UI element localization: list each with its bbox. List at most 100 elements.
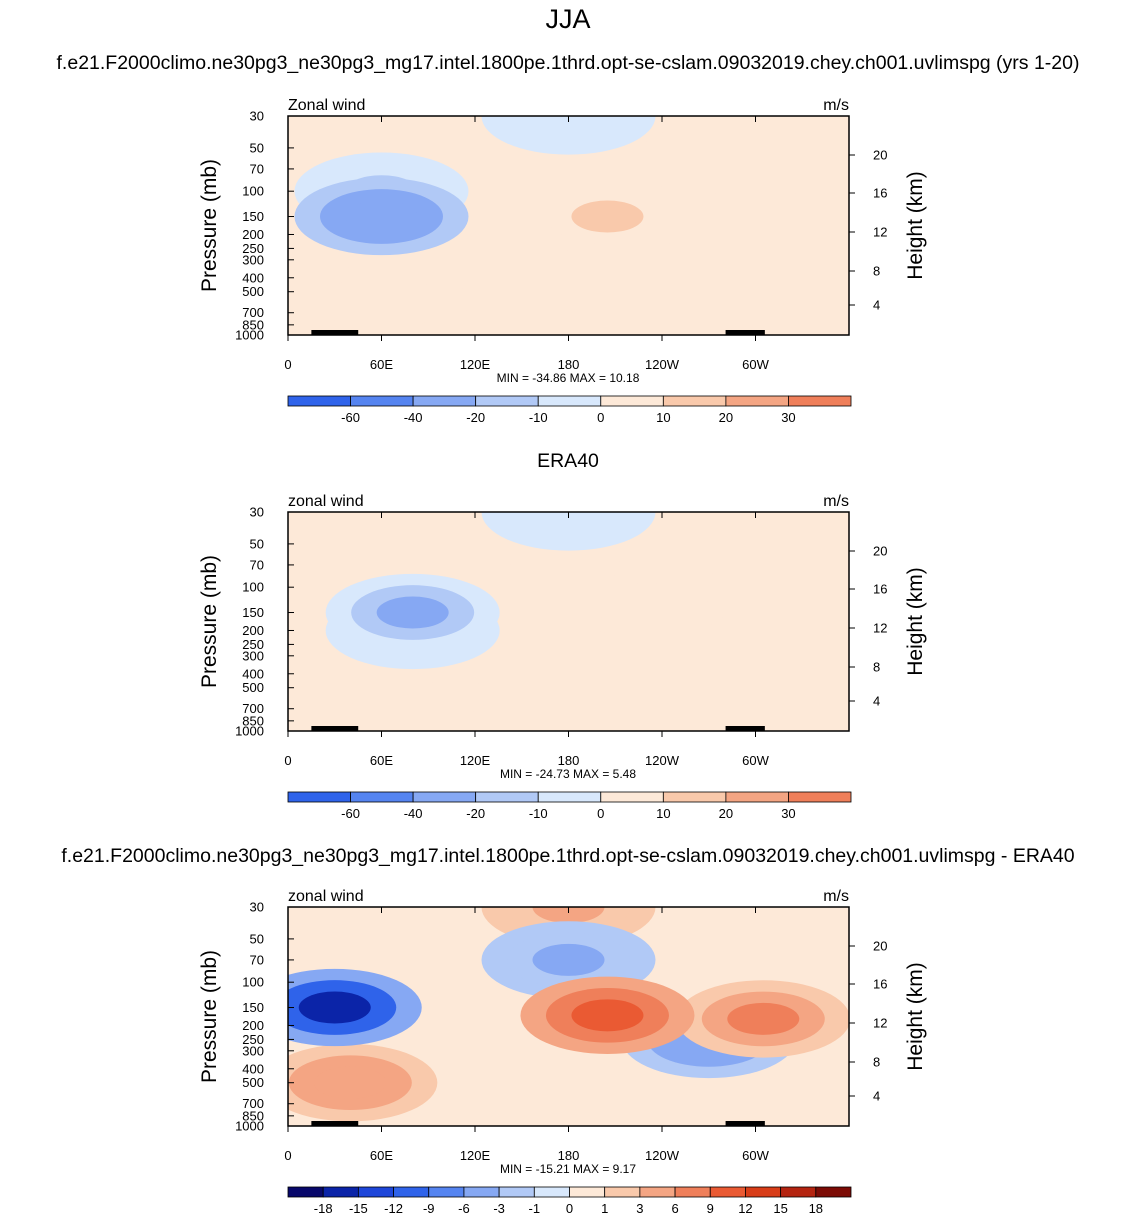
pressure-tick-label-10: 700 [242, 701, 264, 716]
colorbar-box-3 [475, 395, 539, 407]
lon-tick-label-0: 0 [284, 1148, 291, 1163]
colorbar-box-13 [745, 1186, 782, 1198]
lon-tick-label-2: 120E [460, 357, 491, 372]
lon-tick-label-3: 180 [558, 1148, 580, 1163]
height-axis-title: Height (km) [904, 567, 927, 676]
lon-tick-label-5: 60W [742, 1148, 769, 1163]
colorbar-box-15 [815, 1186, 852, 1198]
height-tick-label-0: 20 [873, 939, 887, 954]
figure-title: JJA [545, 4, 591, 34]
pressure-tick-label-7: 300 [242, 1043, 264, 1058]
pressure-tick-label-4: 150 [242, 1000, 264, 1015]
colorbar-label-11: 9 [707, 1201, 714, 1216]
colorbar-box-1 [350, 395, 414, 407]
min-max-stats: MIN = -34.86 MAX = 10.18 [497, 371, 640, 385]
units-label: m/s [823, 493, 849, 510]
pressure-tick-label-11: 850 [242, 317, 264, 332]
lon-tick-label-3: 180 [558, 753, 580, 768]
colorbar-box-10 [639, 1186, 676, 1198]
lon-tick-label-4: 120W [645, 357, 680, 372]
topography-bar-2 [725, 1121, 765, 1126]
topography-bar-0 [311, 330, 359, 335]
contour-feature-4-band-2 [727, 1002, 800, 1035]
pressure-axis-title: Pressure (mb) [198, 159, 221, 292]
colorbar-label-4: 0 [597, 806, 604, 821]
colorbar-label-2: -20 [466, 806, 485, 821]
topography-bar-2 [725, 726, 765, 731]
colorbar-box-1 [322, 1186, 359, 1198]
contour-feature-2-band-2 [314, 1066, 387, 1099]
colorbar-label-7: 30 [781, 410, 795, 425]
lon-tick-label-5: 60W [742, 357, 769, 372]
lon-tick-label-4: 120W [645, 1148, 680, 1163]
contour-field [325, 512, 734, 731]
colorbar-box-3 [393, 1186, 430, 1198]
pressure-tick-label-5: 200 [242, 623, 264, 638]
colorbar-box-6 [662, 395, 727, 407]
lon-tick-label-1: 60E [370, 1148, 393, 1163]
pressure-tick-label-5: 200 [242, 227, 264, 242]
colorbar-box-5 [600, 395, 664, 407]
contour-feature-5-band-2 [571, 999, 644, 1032]
pressure-tick-label-8: 400 [242, 666, 264, 681]
lon-tick-label-2: 120E [460, 753, 491, 768]
pressure-tick-label-6: 250 [242, 241, 264, 256]
colorbar-label-6: -1 [529, 1201, 541, 1216]
model-case-subtitle: f.e21.F2000climo.ne30pg3_ne30pg3_mg17.in… [56, 52, 1080, 74]
colorbar-label-4: 0 [597, 410, 604, 425]
pressure-tick-label-1: 50 [250, 140, 264, 155]
contour-feature-3-band-2 [719, 211, 792, 244]
pressure-tick-label-2: 70 [250, 952, 264, 967]
pressure-tick-label-0: 30 [250, 900, 264, 915]
colorbar-label-6: 20 [719, 806, 733, 821]
topography-bar-1 [350, 726, 359, 731]
pressure-tick-label-8: 400 [242, 1061, 264, 1076]
colorbar-box-2 [412, 395, 477, 407]
colorbar-label-5: -3 [493, 1201, 505, 1216]
height-tick-label-0: 20 [873, 544, 887, 559]
pressure-tick-label-7: 300 [242, 252, 264, 267]
variable-label: Zonal wind [288, 97, 365, 114]
colorbar-box-6 [498, 1186, 535, 1198]
lon-tick-label-0: 0 [284, 753, 291, 768]
units-label: m/s [823, 888, 849, 905]
colorbar-box-2 [412, 791, 477, 803]
colorbar-box-1 [350, 791, 414, 803]
model-panel: Zonal wind m/s 30 50 70 100 150 200 250 300 400 500… [0, 86, 1136, 426]
contour-feature-6-band-2 [298, 991, 371, 1024]
pressure-tick-label-3: 100 [242, 580, 264, 595]
height-tick-label-2: 12 [873, 1016, 887, 1031]
colorbar-label-1: -40 [404, 410, 423, 425]
pressure-tick-label-3: 100 [242, 975, 264, 990]
height-tick-label-0: 20 [873, 148, 887, 163]
pressure-tick-label-12: 1000 [235, 724, 264, 739]
lon-tick-label-0: 0 [284, 357, 291, 372]
colorbar-label-7: 30 [781, 806, 795, 821]
height-tick-label-4: 4 [873, 298, 880, 313]
colorbar-box-7 [533, 1186, 570, 1198]
topography-bar-0 [311, 1121, 359, 1126]
difference-plot: zonal wind m/s305070100150200250300400500… [198, 888, 927, 1216]
colorbar-label-12: 12 [738, 1201, 752, 1216]
pressure-tick-label-8: 400 [242, 270, 264, 285]
topography-bar-1 [350, 1121, 359, 1126]
colorbar-box-7 [725, 791, 789, 803]
units-label: m/s [823, 97, 849, 114]
contour-feature-1-band-2 [610, 582, 683, 615]
colorbar-box-8 [569, 1186, 606, 1198]
colorbar-label-3: -9 [423, 1201, 435, 1216]
difference-subtitle: f.e21.F2000climo.ne30pg3_ne30pg3_mg17.in… [61, 845, 1075, 867]
pressure-tick-label-0: 30 [250, 505, 264, 520]
lon-tick-label-5: 60W [742, 753, 769, 768]
pressure-axis-title: Pressure (mb) [198, 555, 221, 688]
contour-feature-4-band-2 [571, 200, 644, 233]
lon-tick-label-1: 60E [370, 753, 393, 768]
variable-label: zonal wind [288, 888, 364, 905]
pressure-tick-label-6: 250 [242, 637, 264, 652]
colorbar-label-6: 20 [719, 410, 733, 425]
topography-bar-2 [725, 330, 765, 335]
contour-feature-5-band-2 [376, 596, 449, 629]
lon-tick-label-2: 120E [460, 1148, 491, 1163]
colorbar-label-0: -18 [314, 1201, 333, 1216]
pressure-axis-title: Pressure (mb) [198, 950, 221, 1083]
